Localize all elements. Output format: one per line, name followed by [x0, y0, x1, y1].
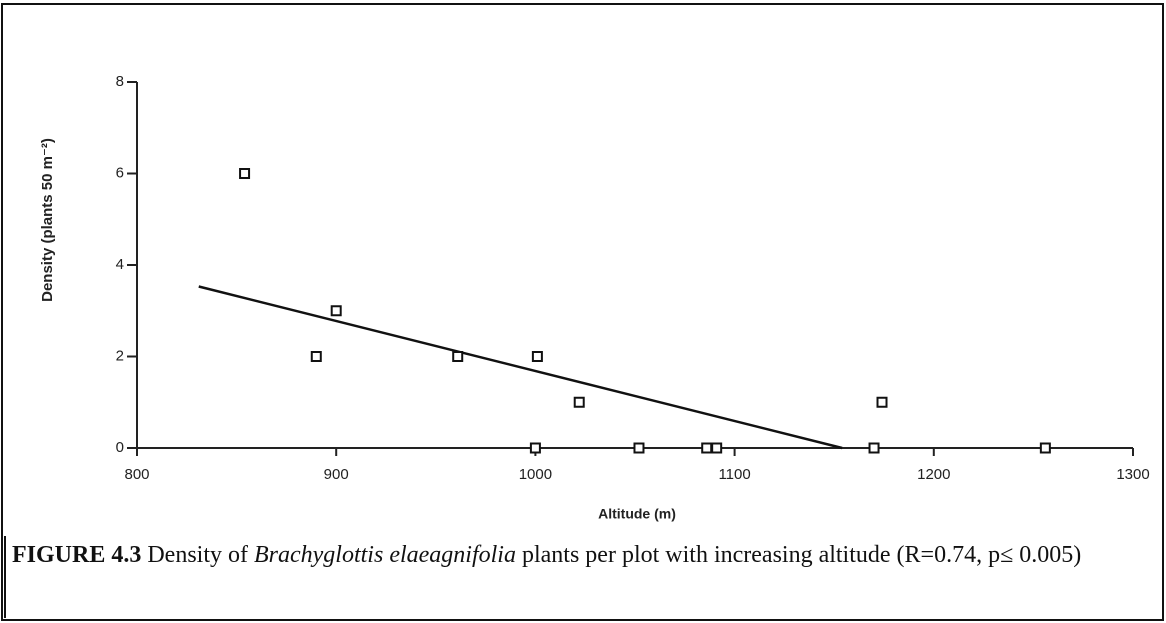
caption-text: Density of: [147, 542, 248, 568]
caption: FIGURE 4.3 Density of Brachyglottis elae…: [12, 538, 1142, 572]
marker: [330, 305, 342, 317]
x-tick-label: 800: [124, 466, 149, 483]
marker: [573, 396, 585, 408]
x-tick-label: 1100: [718, 466, 750, 483]
caption-species: Brachyglottis elaeagnifolia: [254, 542, 516, 568]
y-axis-title: Density (plants 50 m⁻²): [39, 138, 56, 302]
marker: [1039, 442, 1051, 454]
marker: [633, 442, 645, 454]
marker: [529, 442, 541, 454]
marker: [868, 442, 880, 454]
x-tick-label: 1000: [519, 466, 552, 483]
marker: [452, 351, 464, 362]
marker: [310, 351, 322, 362]
frame: [1, 3, 1164, 621]
y-tick-label: 0: [116, 439, 124, 456]
y-tick-label: 8: [116, 73, 124, 90]
x-tick-label: 900: [324, 466, 349, 483]
y-tick-label: 4: [116, 256, 124, 273]
trend-line: [198, 285, 843, 450]
marker: [711, 442, 723, 454]
marker: [701, 442, 713, 454]
caption-text: plants per plot with increasing altitude…: [521, 542, 1082, 568]
caption-label: FIGURE 4.3: [12, 542, 142, 568]
y-tick-label: 2: [116, 347, 124, 364]
x-tick-label: 1300: [1116, 466, 1149, 483]
marker: [876, 396, 888, 408]
x-tick-label: 1200: [917, 466, 950, 483]
marker: [531, 351, 543, 362]
marker: [239, 168, 251, 179]
y-tick-label: 6: [116, 164, 124, 181]
x-axis-title: Altitude (m): [598, 506, 676, 522]
